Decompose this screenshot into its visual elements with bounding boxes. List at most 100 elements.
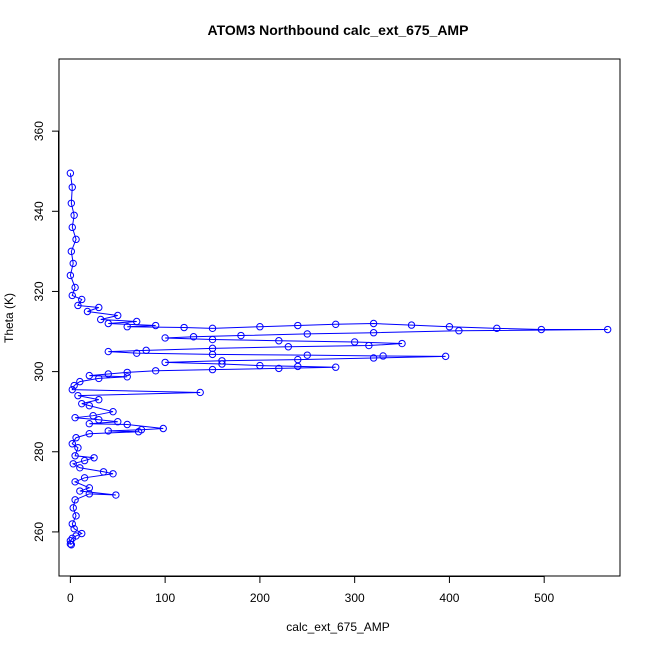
data-point [68, 183, 76, 191]
x-tick-label: 200 [250, 591, 270, 605]
data-point [159, 424, 167, 433]
data-point [70, 211, 78, 220]
data-point [66, 271, 75, 280]
data-point [95, 374, 103, 383]
data-point [284, 343, 293, 351]
data-point [114, 311, 122, 320]
data-point [104, 347, 112, 356]
x-tick-label: 500 [534, 591, 554, 605]
data-point [350, 338, 359, 346]
data-point [78, 399, 86, 408]
data-point [72, 434, 80, 442]
x-tick-label: 400 [439, 591, 459, 605]
data-point [68, 520, 76, 528]
data-point [114, 418, 122, 426]
data-point [71, 496, 79, 504]
data-point [67, 199, 76, 207]
data-point [134, 428, 143, 436]
data-point [294, 321, 302, 330]
data-point [455, 327, 463, 335]
data-point [67, 247, 76, 256]
data-point [208, 365, 217, 374]
data-point [123, 373, 131, 381]
data-point [493, 324, 501, 333]
data-point [161, 334, 169, 342]
data-point [369, 329, 378, 337]
data-point [68, 440, 76, 448]
data-point [85, 371, 94, 380]
data-point [104, 370, 112, 378]
data-point [256, 361, 264, 370]
data-point [208, 350, 217, 359]
data-point [208, 324, 217, 333]
data-point [256, 323, 264, 331]
x-tick-label: 0 [67, 591, 74, 605]
data-point [83, 307, 92, 316]
data-point [66, 537, 75, 545]
data-point [603, 325, 612, 334]
y-tick-label: 300 [32, 361, 46, 381]
data-point [151, 321, 160, 330]
data-point [218, 360, 226, 368]
data-point [97, 315, 105, 324]
data-point [76, 487, 84, 495]
data-point [332, 320, 340, 329]
y-axis: 260 280 300 320 340 360 [32, 121, 59, 542]
y-tick-label: 320 [32, 281, 46, 301]
data-point [237, 331, 245, 340]
data-point [189, 333, 198, 341]
y-tick-label: 340 [32, 201, 46, 221]
data-point [332, 363, 340, 371]
data-point [68, 291, 76, 300]
data-point [441, 352, 450, 361]
y-tick-label: 360 [32, 121, 46, 141]
data-point [74, 301, 82, 310]
data-point [275, 337, 283, 345]
data-point [85, 401, 94, 410]
data-point [71, 283, 79, 292]
data-point [142, 346, 150, 355]
y-tick-label: 260 [32, 522, 46, 542]
data-point [69, 460, 77, 468]
data-point [72, 235, 80, 244]
data-point [66, 540, 75, 548]
data-point [89, 411, 97, 420]
data-point [72, 512, 80, 520]
data-point [95, 303, 103, 312]
data-point [85, 430, 94, 438]
data-point [85, 490, 94, 498]
data-point [180, 323, 188, 332]
data-point [109, 470, 117, 478]
data-point [104, 319, 112, 328]
data-point [95, 395, 103, 404]
data-point [69, 504, 77, 512]
data-point [369, 319, 378, 328]
data-point [74, 391, 82, 400]
data-point [70, 525, 78, 533]
data-point [303, 330, 311, 338]
data-point [104, 427, 112, 435]
data-point [80, 456, 89, 465]
data-point [445, 323, 454, 331]
data-point [76, 377, 84, 386]
chart-title: ATOM3 Northbound calc_ext_675_AMP [208, 22, 469, 38]
data-point [398, 339, 406, 348]
data-point [218, 357, 226, 365]
data-point [66, 169, 75, 177]
data-point [303, 351, 311, 359]
data-point [71, 478, 79, 486]
data-point [196, 388, 204, 397]
series-line [69, 173, 608, 546]
data-point [69, 259, 77, 268]
data-point [67, 541, 76, 549]
data-point [133, 349, 141, 357]
data-point [68, 223, 76, 232]
data-point [85, 420, 94, 428]
x-axis-label: calc_ext_675_AMP [286, 620, 389, 634]
data-point [407, 321, 416, 329]
data-point [123, 420, 131, 429]
data-point [78, 295, 86, 304]
data-point [151, 367, 160, 375]
